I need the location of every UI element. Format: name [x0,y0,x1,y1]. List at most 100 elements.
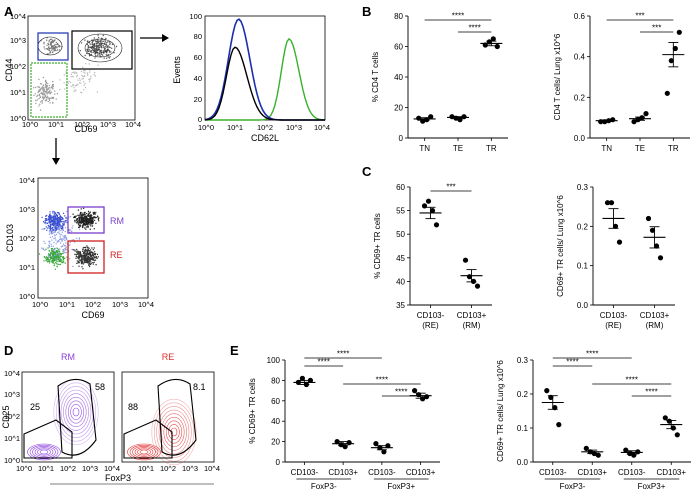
event-dot [52,215,55,218]
event-dot [91,257,94,259]
event-dot [56,260,58,263]
y-tick-label: 60 [394,43,403,52]
density-dot [42,89,44,92]
data-point [307,377,313,383]
contour-line [158,409,190,455]
density-dot [48,97,51,100]
event-dot [53,249,55,251]
event-dot [61,238,63,240]
event-dot [46,261,49,263]
density-dot [48,92,50,94]
density-dot [76,74,79,77]
density-dot [89,43,92,45]
y-tick-label: 0.2 [577,222,589,231]
event-dot [45,226,47,228]
event-dot [85,215,87,218]
event-dot [48,225,50,228]
x-tick-label: TE [635,144,645,153]
contour-line [39,449,49,455]
event-dot [88,262,91,265]
x-tick-label: (RM) [463,321,481,330]
density-dot [89,49,91,51]
density-dot [86,72,89,74]
event-dot [53,237,55,240]
event-dot [53,255,55,258]
y-tick: 60 [194,53,202,62]
event-dot [48,242,51,244]
event-dot [88,219,90,221]
event-dot [89,257,92,259]
data-point [416,115,422,121]
event-dot [83,252,85,254]
event-dot [83,222,85,224]
dot-plot-b2: 0.0 0.2 0.4 0.6 CD4 T cells/ Lung x10^6 TN TE T… [553,12,690,153]
contour-line [37,448,51,456]
y-tick-label: 0.3 [517,356,529,365]
density-dot [79,82,82,84]
density-dot [63,74,65,76]
event-dot [78,251,80,253]
event-dot [58,233,60,235]
event-dot [95,264,97,266]
event-dot [92,217,95,219]
density-dot [55,49,57,52]
density-dot [33,94,35,97]
density-dot [46,89,48,91]
density-dot [95,48,97,51]
density-dot [90,50,93,52]
density-dot [54,90,56,92]
significance-label: **** [626,376,638,385]
event-dot [78,265,80,267]
x-tick-label: CD103- [618,468,646,477]
event-dot [60,225,62,227]
density-dot [105,37,107,40]
event-dot [50,259,52,261]
event-dot [73,239,75,241]
density-dot [91,42,94,44]
event-dot [89,224,91,226]
density-dot [49,89,51,91]
density-dot [35,99,37,102]
density-dot [48,43,50,46]
dot-plot-c2: 0.0 0.1 0.2 0.3 CD69+ TR cells/ Lung x10^6 CD… [556,183,675,330]
event-dot [72,225,74,227]
event-dot [93,228,96,230]
event-dot [56,241,58,243]
event-dot [79,228,81,230]
event-dot [44,249,46,251]
density-dot [70,85,72,88]
group-label: FoxP3- [560,482,586,491]
density-dot [84,72,86,74]
event-dot [51,222,53,224]
density-dot [44,90,46,93]
x-tick: 10^1 [38,464,54,473]
event-dot [59,263,62,266]
event-dot [88,264,90,266]
density-dot [82,81,85,83]
density-dot [99,50,101,53]
density-dot [49,52,52,54]
density-dot [94,71,96,74]
event-dot [62,235,64,237]
significance-label: **** [586,350,598,359]
event-dot [60,260,62,262]
density-dot [38,86,41,89]
density-dot [76,72,78,74]
y-tick-label: 0 [399,134,404,143]
event-dot [64,227,67,229]
event-dot [87,210,90,213]
gate-cd25-low-rm [23,419,73,459]
y-tick-label: 20 [271,438,280,447]
density-dot [45,79,47,82]
event-dot [94,213,97,215]
density-dot [51,85,53,88]
data-point [474,283,481,289]
event-dot [65,242,67,244]
significance-label: *** [635,12,644,21]
contour-line [91,42,109,54]
gate-foxp3-pos-re [157,378,197,456]
density-dot [56,42,59,45]
event-dot [62,259,65,261]
x-tick: 10^1 [138,464,154,473]
